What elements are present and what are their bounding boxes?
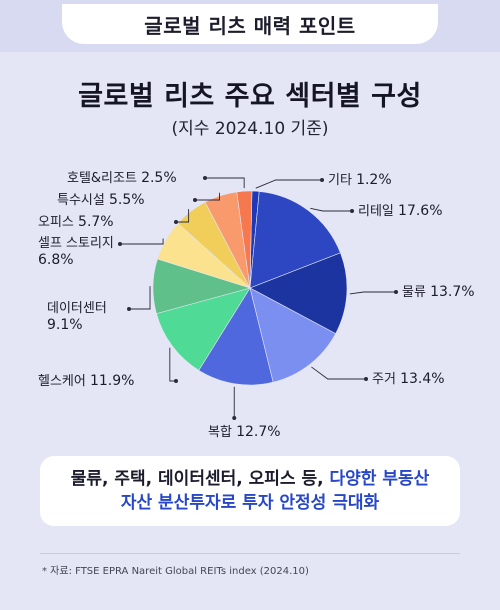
source-note: * 자료: FTSE EPRA Nareit Global REITs inde… xyxy=(42,566,309,577)
pie-slice-2 xyxy=(249,191,341,289)
leader-dot-8 xyxy=(118,242,122,246)
leader-dot-9 xyxy=(174,220,178,224)
slice-label-name: 셀프 스토리지 xyxy=(38,236,114,251)
slice-label-name: 리테일 xyxy=(358,204,394,219)
callout-line-1-highlight: 다양한 부동산 xyxy=(329,469,430,489)
leader-line-11 xyxy=(205,177,245,189)
pie-slice-6 xyxy=(156,287,251,371)
slice-label-pct: 6.8% xyxy=(38,252,74,268)
slice-label-pct: 11.9% xyxy=(89,373,135,389)
leader-line-2 xyxy=(310,207,352,212)
chart-subtitle: (지수 2024.10 기준) xyxy=(171,119,329,139)
leader-dot-4 xyxy=(364,377,368,381)
slice-label-11: 호텔&리조트 2.5% xyxy=(67,170,177,187)
slice-label-7: 데이터센터 9.1% xyxy=(47,301,107,334)
leader-dot-6 xyxy=(174,379,178,383)
slice-label-name: 기타 xyxy=(328,173,352,188)
callout-line-1-plain: 물류, 주택, 데이터센터, 오피스 등, xyxy=(70,469,324,489)
pie-slice-5 xyxy=(198,287,274,386)
slice-label-name: 주거 xyxy=(372,372,396,387)
slice-label-name: 호텔&리조트 xyxy=(67,171,137,186)
footer-divider xyxy=(40,553,460,554)
leader-dot-5 xyxy=(232,416,237,420)
slice-label-name: 특수시설 xyxy=(57,193,105,208)
slice-label-name: 복합 xyxy=(208,425,232,440)
pie-slice-11 xyxy=(236,190,253,289)
slice-label-name: 데이터센터 xyxy=(47,301,107,316)
slice-label-5: 복합 12.7% xyxy=(208,424,281,441)
slice-label-1: 기타 1.2% xyxy=(328,172,392,189)
slice-label-10: 특수시설 5.5% xyxy=(57,192,145,209)
leader-line-6 xyxy=(169,347,176,382)
leader-line-10 xyxy=(195,192,220,201)
leader-dot-7 xyxy=(127,307,131,311)
leader-dot-11 xyxy=(203,176,207,180)
leader-line-7 xyxy=(129,286,151,310)
leader-dot-1 xyxy=(320,178,324,182)
slice-label-pct: 2.5% xyxy=(141,170,177,186)
chart-title: 글로벌 리츠 주요 섹터별 구성 xyxy=(78,81,422,112)
slice-label-3: 물류 13.7% xyxy=(402,284,475,301)
leader-line-1 xyxy=(255,179,322,189)
slice-label-pct: 17.6% xyxy=(398,203,443,219)
leader-line-9 xyxy=(176,209,190,223)
callout-line-2: 자산 분산투자로 투자 안정성 극대화 xyxy=(120,493,380,513)
leader-dot-3 xyxy=(394,290,398,294)
slice-label-pct: 13.7% xyxy=(430,284,475,300)
slice-label-9: 오피스 5.7% xyxy=(38,214,114,231)
slice-label-pct: 9.1% xyxy=(47,317,83,333)
slice-label-6: 헬스케어 11.9% xyxy=(38,373,134,390)
header-banner: 글로벌 리츠 매력 포인트 xyxy=(62,4,438,44)
slice-label-name: 오피스 xyxy=(38,215,74,230)
callout-line-1: 물류, 주택, 데이터센터, 오피스 등, 다양한 부동산 xyxy=(71,467,430,491)
slice-label-name: 물류 xyxy=(402,285,426,300)
callout-box: 물류, 주택, 데이터센터, 오피스 등, 다양한 부동산 자산 분산투자로 투… xyxy=(40,456,460,526)
slice-label-pct: 1.2% xyxy=(356,172,392,188)
pie-chart xyxy=(118,176,398,420)
slice-label-pct: 5.7% xyxy=(78,214,114,230)
slice-label-8: 셀프 스토리지 6.8% xyxy=(38,236,114,269)
leader-line-3 xyxy=(349,291,396,295)
slice-label-pct: 12.7% xyxy=(236,424,281,440)
leader-dot-10 xyxy=(193,198,197,202)
leader-line-8 xyxy=(120,238,164,245)
slice-label-pct: 5.5% xyxy=(108,192,145,208)
slice-label-4: 주거 13.4% xyxy=(372,371,445,388)
slice-label-pct: 13.4% xyxy=(400,371,445,387)
slice-label-2: 리테일 17.6% xyxy=(358,203,443,220)
pie-slice-3 xyxy=(249,252,348,334)
leader-dot-2 xyxy=(350,209,354,213)
leader-line-4 xyxy=(311,366,366,380)
pie-slice-4 xyxy=(249,287,337,383)
slice-label-name: 헬스케어 xyxy=(38,374,86,389)
